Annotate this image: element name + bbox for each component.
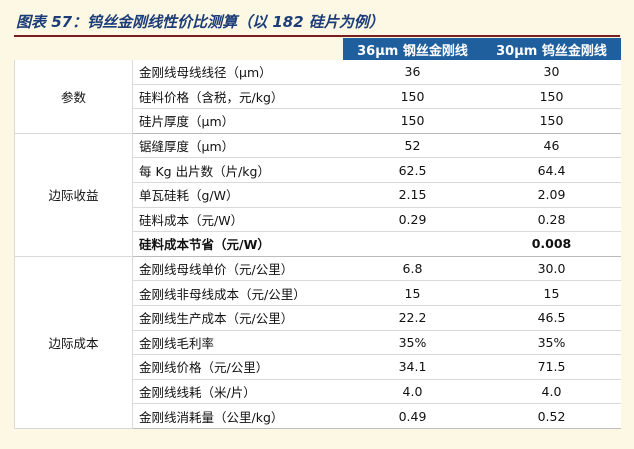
- figure-title: 图表 57：钨丝金刚线性价比测算（以 182 硅片为例）: [16, 13, 384, 31]
- cell-steel-value: 22.2: [342, 305, 483, 331]
- cell-tungsten-value: 15: [482, 280, 621, 306]
- row-item-label: 金刚线生产成本（元/公里）: [132, 305, 343, 331]
- table-body: 参数 金刚线母线线径（μm） 36 30 硅料价格（含税，元/kg） 150 150 硅片厚度…: [14, 60, 621, 429]
- header-blank-2: [132, 38, 343, 60]
- row-item-label: 金刚线非母线成本（元/公里）: [132, 280, 343, 306]
- header-steel-wire: 36μm 钢丝金刚线: [342, 38, 483, 60]
- cell-tungsten-value: 4.0: [482, 379, 621, 405]
- row-item-label: 锯缝厚度（μm）: [132, 133, 343, 159]
- table-row: 边际成本 金刚线母线单价（元/公里） 6.8 30.0: [14, 256, 621, 429]
- cell-steel-value: 150: [342, 108, 483, 134]
- table-row: 硅料价格（含税，元/kg） 150 150: [15, 84, 621, 110]
- cell-steel-value: 36: [342, 60, 483, 85]
- cell-tungsten-value: 0.52: [482, 403, 621, 429]
- table-row: 边际收益 锯缝厚度（μm） 52 46: [14, 133, 621, 257]
- cell-steel-value: 62.5: [342, 157, 483, 183]
- row-item-label: 金刚线线耗（米/片）: [132, 379, 343, 405]
- table-row: 硅片厚度（μm） 150 150: [15, 108, 621, 134]
- table-row: 金刚线毛利率 35% 35%: [15, 330, 621, 356]
- cell-steel-value: 35%: [342, 330, 483, 356]
- row-item-label: 硅料成本（元/W）: [132, 207, 343, 233]
- table-row: 金刚线消耗量（公里/kg） 0.49 0.52: [15, 403, 621, 429]
- cell-tungsten-value: 0.28: [482, 207, 621, 233]
- table-row: 金刚线非母线成本（元/公里） 15 15: [15, 280, 621, 306]
- row-item-label: 金刚线母线单价（元/公里）: [132, 256, 343, 282]
- cell-tungsten-value: 150: [482, 108, 621, 134]
- cell-steel-value: 0.29: [342, 207, 483, 233]
- cell-tungsten-value: 35%: [482, 330, 621, 356]
- figure-title-bar: 图表 57：钨丝金刚线性价比测算（以 182 硅片为例）: [14, 9, 620, 37]
- cell-steel-value: [342, 231, 483, 257]
- cell-tungsten-value: 71.5: [482, 354, 621, 380]
- row-group-label: 边际收益: [14, 133, 133, 257]
- row-item-label: 硅片厚度（μm）: [132, 108, 343, 134]
- cell-steel-value: 2.15: [342, 182, 483, 208]
- cell-tungsten-value: 30: [482, 60, 621, 85]
- cell-steel-value: 6.8: [342, 256, 483, 282]
- row-item-label: 单瓦硅耗（g/W）: [132, 182, 343, 208]
- cell-tungsten-value: 46: [482, 133, 621, 159]
- row-item-label: 金刚线母线线径（μm）: [132, 60, 343, 85]
- row-item-label: 每 Kg 出片数（片/kg）: [132, 157, 343, 183]
- table-row: 金刚线生产成本（元/公里） 22.2 46.5: [15, 305, 621, 331]
- row-item-label: 硅料成本节省（元/W）: [132, 231, 343, 257]
- header-row: 36μm 钢丝金刚线 30μm 钨丝金刚线: [14, 38, 621, 60]
- cell-steel-value: 15: [342, 280, 483, 306]
- comparison-table-wrapper: 36μm 钢丝金刚线 30μm 钨丝金刚线 参数 金刚线母线线径（μm） 36 30 硅…: [14, 38, 621, 429]
- table-row: 每 Kg 出片数（片/kg） 62.5 64.4: [15, 157, 621, 183]
- cell-tungsten-value: 0.008: [482, 231, 621, 257]
- cell-tungsten-value: 46.5: [482, 305, 621, 331]
- table-row: 单瓦硅耗（g/W） 2.15 2.09: [15, 182, 621, 208]
- cell-tungsten-value: 30.0: [482, 256, 621, 282]
- cell-steel-value: 150: [342, 84, 483, 110]
- header-tungsten-wire: 30μm 钨丝金刚线: [482, 38, 621, 60]
- cell-steel-value: 52: [342, 133, 483, 159]
- row-item-label: 金刚线价格（元/公里）: [132, 354, 343, 380]
- cell-tungsten-value: 64.4: [482, 157, 621, 183]
- cell-steel-value: 4.0: [342, 379, 483, 405]
- cell-tungsten-value: 2.09: [482, 182, 621, 208]
- row-group-label: 边际成本: [14, 256, 133, 429]
- table-row: 金刚线线耗（米/片） 4.0 4.0: [15, 379, 621, 405]
- row-item-label: 硅料价格（含税，元/kg）: [132, 84, 343, 110]
- table-row: 硅料成本（元/W） 0.29 0.28: [15, 207, 621, 233]
- cell-tungsten-value: 150: [482, 84, 621, 110]
- cell-steel-value: 0.49: [342, 403, 483, 429]
- table-row: 参数 金刚线母线线径（μm） 36 30: [14, 60, 621, 134]
- row-item-label: 金刚线消耗量（公里/kg）: [132, 403, 343, 429]
- comparison-table: 36μm 钢丝金刚线 30μm 钨丝金刚线 参数 金刚线母线线径（μm） 36 30 硅…: [14, 38, 621, 429]
- header-blank-1: [14, 38, 133, 60]
- table-row: 硅料成本节省（元/W） 0.008: [15, 231, 621, 257]
- table-row: 金刚线价格（元/公里） 34.1 71.5: [15, 354, 621, 380]
- row-group-label: 参数: [14, 60, 133, 134]
- row-item-label: 金刚线毛利率: [132, 330, 343, 356]
- cell-steel-value: 34.1: [342, 354, 483, 380]
